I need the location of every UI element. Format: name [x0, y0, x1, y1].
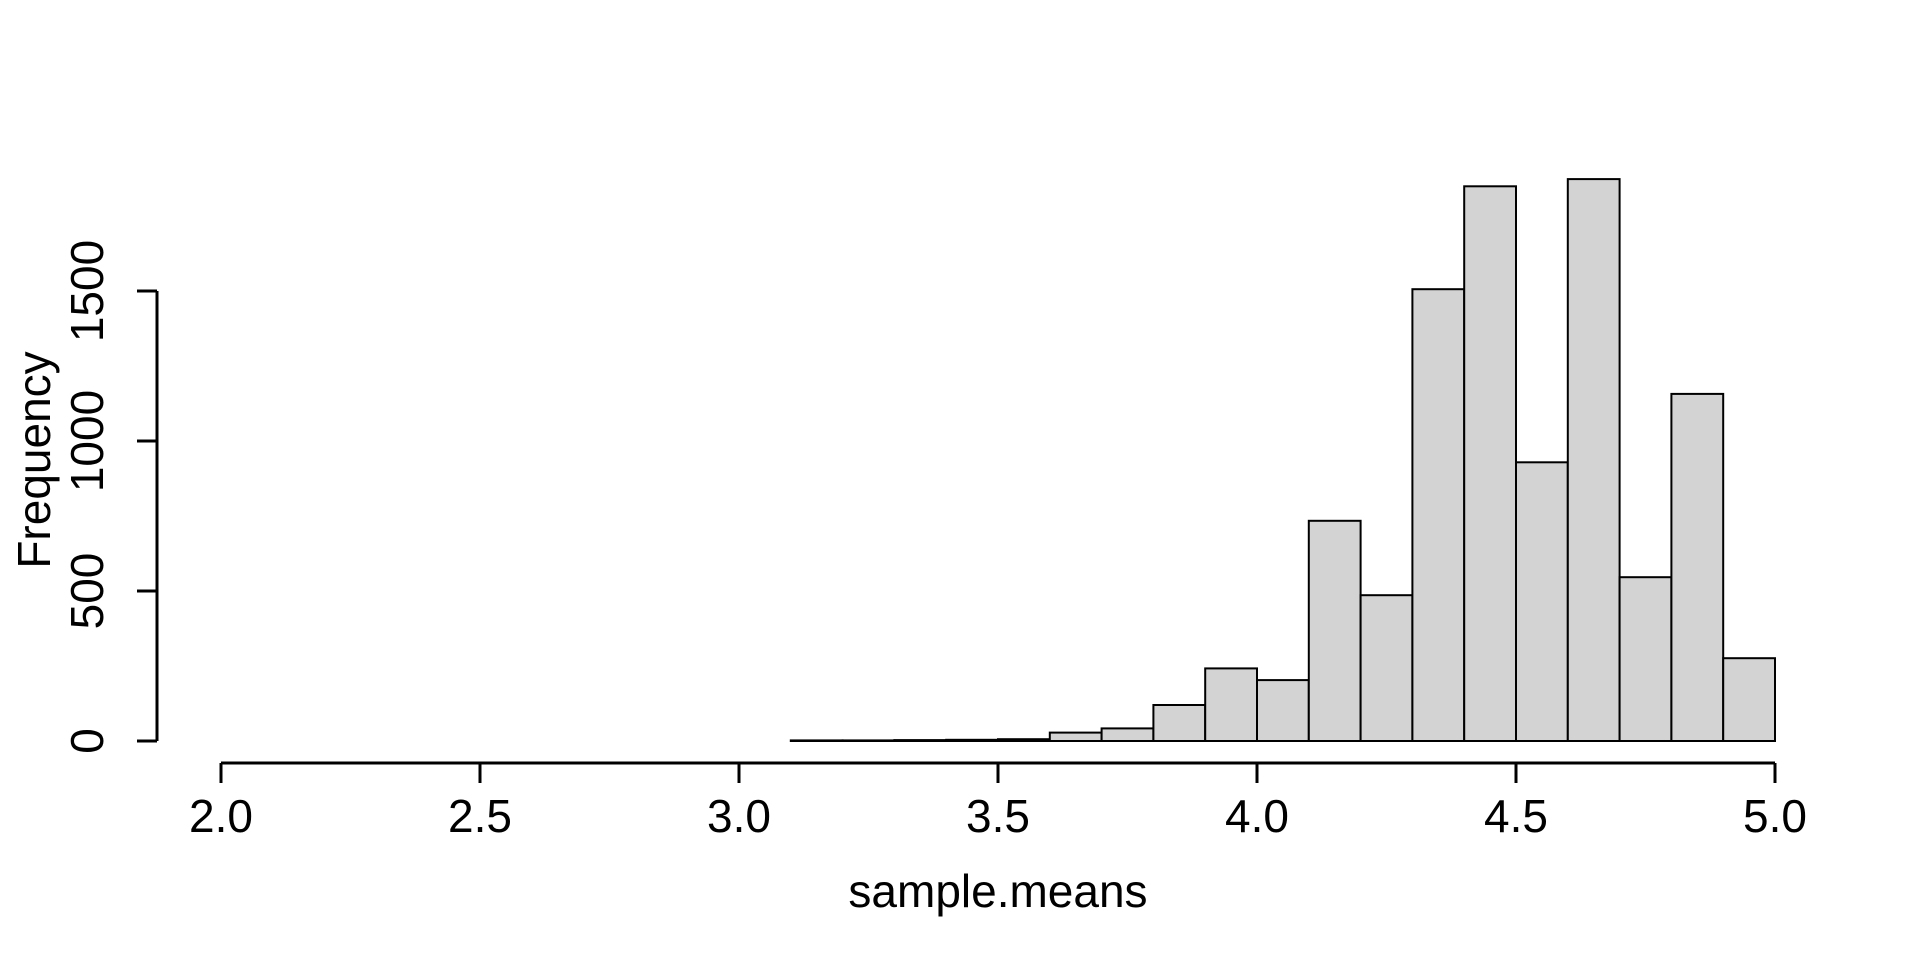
x-tick-label: 4.5	[1484, 790, 1548, 842]
histogram-bar	[1256, 679, 1310, 742]
x-tick-label: 3.5	[966, 790, 1030, 842]
histogram-bar	[1722, 657, 1776, 743]
histogram-bar	[789, 739, 844, 743]
histogram-bar	[1515, 461, 1569, 742]
bars-group	[789, 178, 1776, 743]
histogram-bar	[997, 738, 1051, 743]
y-tick-label: 1500	[61, 240, 113, 342]
x-tick-label: 2.5	[448, 790, 512, 842]
x-tick-label: 5.0	[1743, 790, 1807, 842]
y-axis-title: Frequency	[8, 351, 60, 568]
x-tick-label: 3.0	[707, 790, 771, 842]
histogram-bar	[945, 738, 1000, 742]
histogram-bar	[1411, 288, 1466, 742]
x-axis: 2.0 2.5 3.0 3.5 4.0 4.5 5.0	[189, 761, 1807, 842]
histogram-bar	[1359, 594, 1414, 743]
y-tick-label: 0	[61, 728, 113, 754]
x-tick-label: 2.0	[189, 790, 253, 842]
histogram-bar	[1048, 731, 1103, 742]
histogram-bar	[1100, 727, 1155, 743]
histogram-bar	[893, 739, 948, 742]
histogram-bar	[841, 739, 896, 743]
x-axis-title: sample.means	[848, 865, 1147, 917]
histogram-bar	[1463, 185, 1517, 743]
y-tick-label: 1000	[61, 390, 113, 492]
histogram-bar	[1204, 667, 1258, 743]
histogram-bar	[1618, 576, 1673, 743]
histogram-bar	[1307, 519, 1362, 742]
y-tick-label: 500	[61, 553, 113, 630]
y-axis: 0 500 1000 1500	[61, 240, 159, 754]
histogram-bar	[1670, 392, 1725, 742]
histogram-bar	[1152, 704, 1207, 742]
x-tick-label: 4.0	[1225, 790, 1289, 842]
histogram-bar	[1566, 178, 1621, 743]
